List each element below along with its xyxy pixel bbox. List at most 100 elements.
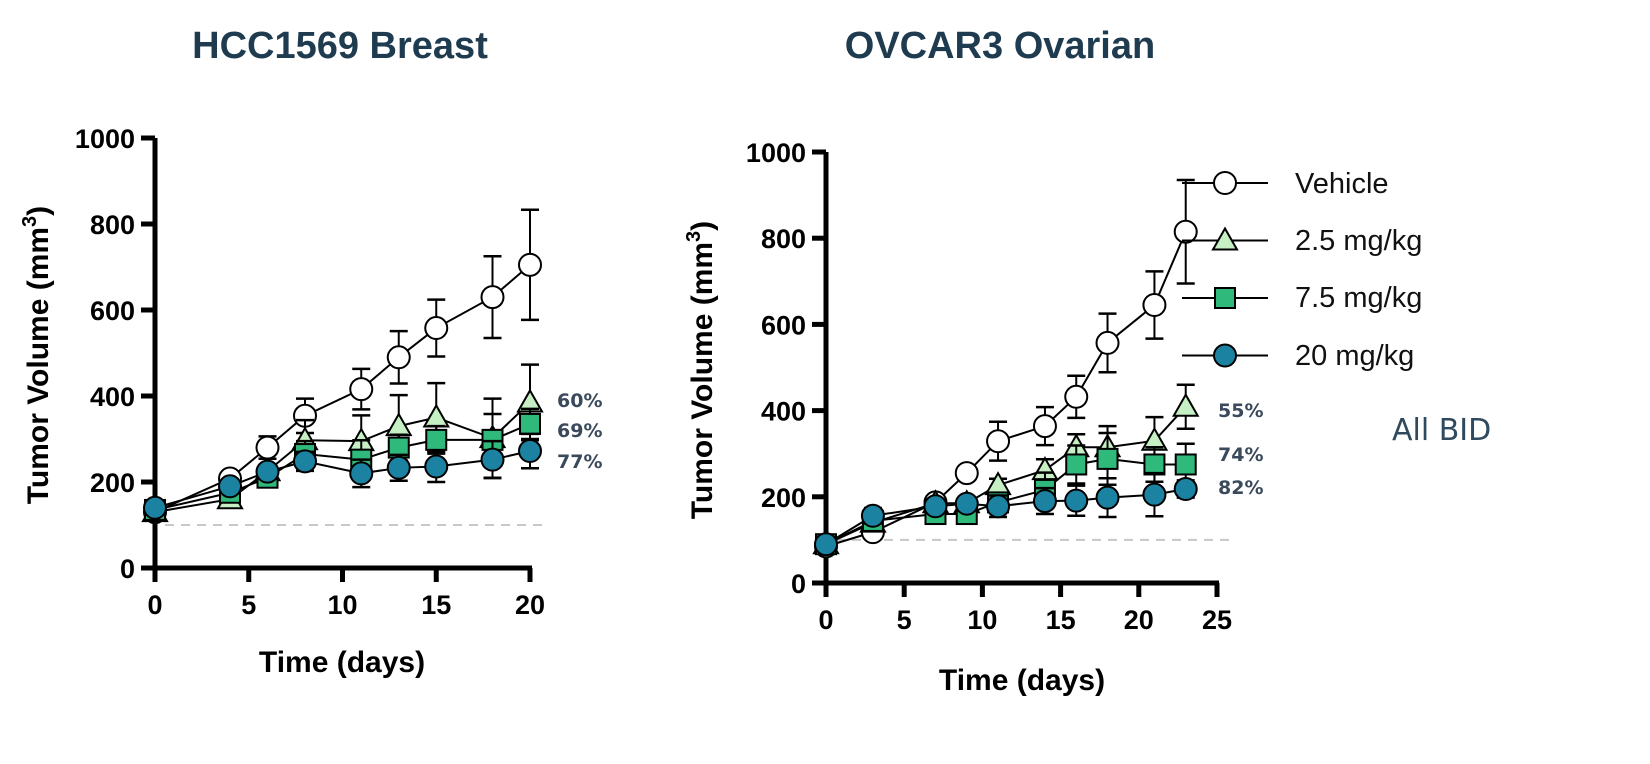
panel-ovcar3-ovarian: OVCAR3 Ovarian Time (days) Tumor Volume …	[683, 25, 1263, 697]
x-tick-label: 10	[327, 590, 357, 620]
data-point	[954, 461, 979, 486]
x-tick-label: 5	[897, 605, 912, 635]
series-line	[154, 423, 531, 511]
y-tick-label: 600	[90, 296, 135, 326]
legend-label-vehicle: Vehicle	[1295, 168, 1389, 200]
data-point	[984, 471, 1012, 496]
y-axis-label-sup: 3	[683, 231, 705, 242]
y-tick-label: 200	[761, 483, 806, 513]
data-point	[1032, 414, 1057, 439]
series-20-mg-kg	[143, 432, 542, 520]
data-point	[349, 377, 374, 402]
data-point	[1064, 488, 1089, 513]
x-tick-label: 15	[421, 590, 451, 620]
x-tick-label: 20	[1124, 605, 1154, 635]
series-vehicle	[143, 208, 542, 525]
data-point	[349, 461, 374, 486]
series-20-mg-kg	[814, 471, 1198, 557]
data-point	[255, 459, 280, 484]
legend-marker-7-5-mg-kg	[1214, 287, 1236, 309]
y-tick-label: 800	[761, 224, 806, 254]
annotation-77: 77%	[557, 451, 602, 473]
data-point	[386, 455, 411, 480]
data-point	[1173, 477, 1198, 502]
y-tick-label: 0	[120, 554, 135, 584]
series-line	[154, 450, 531, 509]
x-tick-label: 0	[147, 590, 162, 620]
series-line	[154, 264, 531, 514]
data-point	[424, 454, 449, 479]
y-axis-label: Tumor Volume (mm3)	[683, 221, 719, 519]
panel-hcc1569-breast: HCC1569 Breast Time (days) Tumor Volume …	[19, 25, 602, 679]
y-axis-label-close: )	[686, 221, 719, 231]
data-point	[1032, 489, 1057, 514]
data-point	[424, 316, 449, 341]
data-point	[422, 403, 450, 428]
chart-title: HCC1569 Breast	[192, 25, 488, 67]
x-tick-label: 25	[1202, 605, 1232, 635]
x-tick-label: 15	[1046, 605, 1076, 635]
data-point	[814, 532, 838, 557]
data-point	[1064, 384, 1089, 409]
data-point	[143, 495, 167, 520]
y-tick-label: 0	[791, 569, 806, 599]
y-tick-label: 1000	[75, 124, 135, 154]
x-axis-label: Time (days)	[939, 664, 1105, 697]
data-point	[480, 447, 505, 472]
data-point	[518, 439, 542, 464]
legend-note: All BID	[1392, 413, 1491, 448]
annotation-82: 82%	[1218, 477, 1263, 499]
series-line	[825, 457, 1186, 546]
y-tick-label: 600	[761, 310, 806, 340]
y-axis-label-sup: 3	[19, 216, 41, 227]
annotation-74: 74%	[1218, 444, 1263, 466]
x-axis-label: Time (days)	[259, 646, 425, 679]
data-point	[218, 474, 242, 499]
data-point	[954, 491, 979, 516]
x-tick-label: 5	[241, 590, 256, 620]
x-tick-label: 0	[818, 605, 833, 635]
data-point	[1173, 219, 1198, 244]
data-point	[1095, 485, 1120, 510]
y-axis-label-main: Tumor Volume (mm	[22, 227, 55, 504]
series-line	[825, 406, 1187, 546]
y-axis-label-close: )	[22, 206, 55, 216]
data-point	[1174, 453, 1197, 476]
series-line	[825, 488, 1186, 546]
y-tick-label: 800	[90, 210, 135, 240]
legend-marker-2-5-mg-kg	[1211, 226, 1239, 251]
data-point	[386, 345, 411, 370]
data-point	[1171, 392, 1200, 417]
annotation-69: 69%	[557, 420, 602, 442]
y-axis-label-main: Tumor Volume (mm	[686, 242, 719, 519]
data-point	[519, 412, 541, 435]
data-point	[923, 494, 948, 519]
data-point	[425, 428, 448, 451]
data-point	[1065, 453, 1088, 476]
y-tick-label: 400	[761, 397, 806, 427]
data-point	[1142, 293, 1167, 318]
annotation-60: 60%	[557, 390, 602, 412]
legend-label-2-5: 2.5 mg/kg	[1295, 225, 1422, 257]
data-point	[986, 494, 1011, 519]
data-point	[1143, 453, 1166, 476]
data-point	[480, 285, 505, 310]
chart-title: OVCAR3 Ovarian	[845, 25, 1155, 67]
data-point	[518, 252, 542, 277]
data-point	[293, 449, 317, 474]
y-tick-label: 400	[90, 382, 135, 412]
data-point	[860, 503, 885, 528]
legend-marker-vehicle	[1213, 171, 1237, 195]
data-point	[255, 435, 280, 460]
legend: Vehicle 2.5 mg/kg 7.5 mg/kg 20 mg/kg All…	[1182, 168, 1491, 448]
y-tick-label: 200	[90, 468, 135, 498]
data-point	[986, 429, 1011, 454]
y-tick-label: 1000	[746, 138, 806, 168]
annotation-55: 55%	[1218, 400, 1263, 422]
legend-label-7-5: 7.5 mg/kg	[1295, 282, 1422, 314]
x-tick-label: 10	[967, 605, 997, 635]
data-point	[1096, 447, 1119, 470]
data-point	[1095, 330, 1120, 355]
